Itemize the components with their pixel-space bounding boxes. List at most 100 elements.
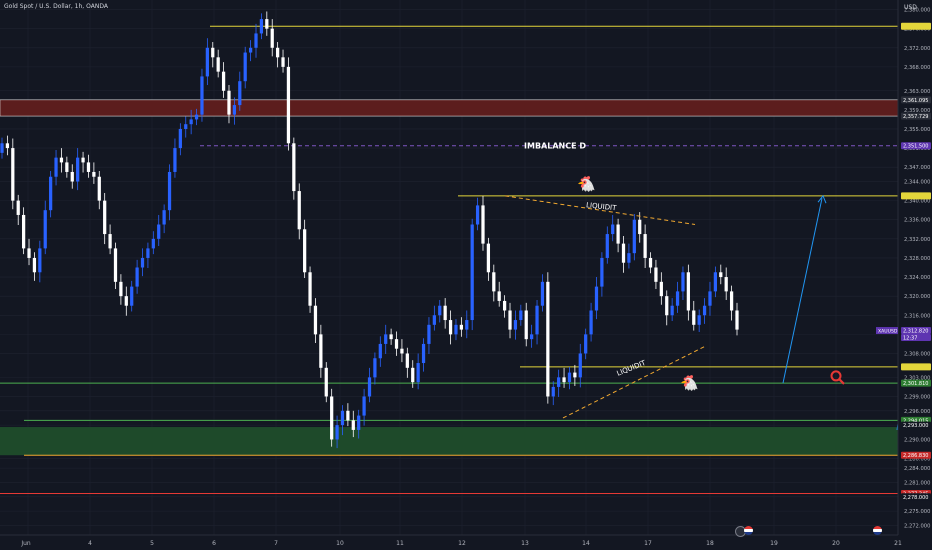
candle [151,231,155,255]
candle-body [276,47,280,58]
price-tag [901,192,931,200]
price-tick-label: 2,368.000 [904,65,930,71]
candle-body [405,353,409,368]
time-tick-label: 18 [706,540,714,547]
candle-body [594,286,599,311]
price-tick-label: 2,303.000 [904,375,930,381]
candle-body [0,143,4,153]
candle-body [259,19,264,34]
candle-body [600,257,604,287]
search-icon-handle [838,378,845,385]
time-axis[interactable]: Jun 4 5 6 7 10 11 12 13 14 17 18 19 20 21 [0,534,932,550]
price-tag-text: 2,312.820 [903,329,928,335]
candle [394,331,399,356]
price-tick-label: 2,355.000 [904,127,930,133]
candle-body [270,28,274,48]
candle [692,300,696,331]
candle [551,381,555,406]
candle-body [281,57,285,67]
candle [265,11,269,36]
candle-body [200,76,204,115]
candle [562,367,566,388]
price-tag [901,112,931,120]
candle-body [389,334,393,340]
candle-body [454,324,458,335]
candle-body [340,410,345,426]
candle-body [438,305,442,316]
candle [5,135,10,156]
candle-body [70,171,74,182]
candle [330,388,334,447]
price-zones [0,99,899,456]
red-supply-zone [0,99,899,117]
candle [308,266,312,313]
us-flag-icon-2[interactable] [873,526,882,535]
candle [362,388,366,426]
price-tick-label: 2,347.000 [904,165,930,171]
candle-body [346,410,350,421]
candle-body [719,272,723,278]
price-tick-label: 2,281.000 [904,480,930,486]
candle-body [378,343,382,359]
candle-body [735,310,739,330]
candle-body [16,200,20,215]
candle [194,108,199,126]
candle-body [573,372,577,378]
us-flag-icon[interactable] [744,526,753,535]
candle [130,280,134,312]
candle [384,324,388,354]
candle [686,264,690,321]
time-tick-label: 17 [644,540,652,547]
candle [140,248,145,277]
candle-body [465,320,469,330]
candle-body [621,243,626,263]
time-axis-bg [0,535,932,550]
price-tag [901,363,931,371]
price-tick-label: 2,359.000 [904,108,930,114]
price-tag-text: 2,286.830 [903,453,928,459]
candle-body [351,420,355,430]
time-tick-label: 20 [832,540,840,547]
candle [654,259,658,289]
candle [297,183,301,240]
candle-body [578,353,582,378]
candle [621,235,626,273]
price-axis[interactable]: 2,380.0002,376.0002,372.0002,368.0002,36… [876,0,932,550]
candle [313,298,318,343]
price-tick-label: 2,320.000 [904,294,930,300]
candle-body [303,229,307,273]
candle-body [627,253,631,263]
candle [227,85,231,124]
candle-body [189,119,193,125]
price-tick-label: 2,290.000 [904,437,930,443]
price-tick-label: 2,308.000 [904,351,930,357]
candle-body [638,219,642,235]
candle-body [675,291,680,306]
candle [70,164,74,189]
price-tick-label: 2,299.000 [904,394,930,400]
candle-body [211,47,215,58]
price-tick-label: 2,336.000 [904,218,930,224]
candle-body [702,305,707,316]
candle [119,274,123,305]
candle [432,305,436,331]
candle [276,42,280,68]
candle [508,302,512,339]
currency-label[interactable]: USD [904,4,917,11]
candle-body [297,191,301,230]
candle-body [173,148,177,172]
candle [670,298,674,321]
candle-body [254,33,258,48]
candle-body [319,334,323,368]
candle-body [384,334,388,344]
candle-body [265,19,269,29]
candle [86,154,91,178]
candle-body [103,200,107,235]
candle-body [205,47,209,77]
candle-body [54,157,58,177]
candle-body [632,219,636,254]
candle [713,266,718,298]
candle [254,23,258,58]
candle [465,310,469,339]
